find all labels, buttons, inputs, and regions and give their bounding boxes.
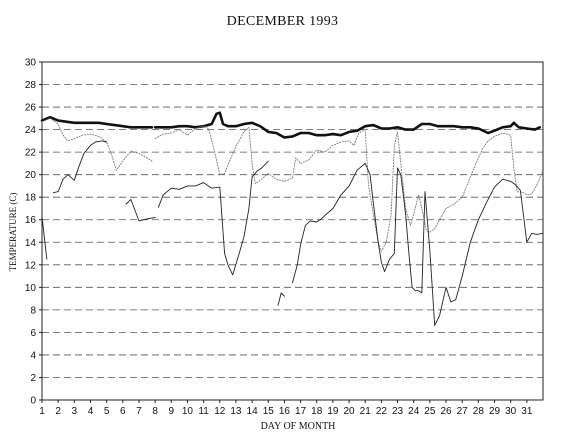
series-3-line-segment-4 (157, 160, 269, 276)
y-tick-label-8: 8 (30, 305, 36, 316)
x-tick-label-14: 14 (247, 406, 259, 417)
x-tick-label-20: 20 (344, 406, 356, 417)
x-tick-label-17: 17 (295, 406, 307, 417)
x-tick-label-7: 7 (136, 406, 142, 417)
y-tick-label-24: 24 (25, 125, 37, 136)
x-tick-label-25: 25 (424, 406, 436, 417)
x-tick-label-15: 15 (263, 406, 275, 417)
x-tick-label-16: 16 (279, 406, 291, 417)
x-tick-label-13: 13 (230, 406, 242, 417)
x-tick-label-12: 12 (214, 406, 226, 417)
plot-frame (41, 61, 544, 401)
x-tick-label-22: 22 (376, 406, 388, 417)
x-tick-label-6: 6 (120, 406, 126, 417)
series-3-line-segment-5 (277, 292, 285, 306)
y-tick-label-14: 14 (25, 238, 37, 249)
series-1-line-segment-1 (40, 115, 154, 129)
grid-layer (42, 84, 543, 378)
x-axis-label: DAY OF MONTH (261, 421, 336, 432)
series-3-line-segment-3 (125, 199, 156, 222)
y-tick-label-26: 26 (25, 103, 37, 114)
x-tick-label-9: 9 (169, 406, 175, 417)
series-1-line-segment-2 (153, 111, 542, 139)
x-tick-label-10: 10 (182, 406, 194, 417)
y-tick-label-4: 4 (30, 350, 36, 361)
x-tick-label-18: 18 (311, 406, 323, 417)
y-axis-label: TEMPERATURE (C) (8, 193, 18, 272)
y-tick-label-10: 10 (25, 283, 37, 294)
x-tick-label-23: 23 (392, 406, 404, 417)
series-layer (40, 111, 544, 327)
y-tick-label-2: 2 (30, 373, 36, 384)
y-tick-label-12: 12 (25, 260, 37, 271)
x-tick-label-11: 11 (198, 406, 209, 417)
y-tick-label-16: 16 (25, 215, 37, 226)
series-3-line-segment-6 (292, 162, 544, 327)
series-2-line-segment-1 (41, 117, 153, 171)
y-tick-label-0: 0 (30, 396, 36, 407)
x-tick-label-31: 31 (521, 406, 533, 417)
x-tick-label-1: 1 (39, 406, 45, 417)
x-tick-label-21: 21 (360, 406, 372, 417)
x-tick-label-27: 27 (457, 406, 469, 417)
x-tick-label-2: 2 (55, 406, 61, 417)
y-tick-label-6: 6 (30, 328, 36, 339)
series-2-line-segment-2 (154, 125, 544, 252)
x-tick-label-29: 29 (489, 406, 501, 417)
x-tick-label-8: 8 (152, 406, 158, 417)
y-tick-label-22: 22 (25, 148, 37, 159)
y-tick-label-20: 20 (25, 170, 37, 181)
y-tick-label-30: 30 (25, 58, 37, 69)
x-tick-label-4: 4 (88, 406, 94, 417)
series-3-line-segment-1 (41, 215, 48, 260)
x-tick-label-26: 26 (440, 406, 452, 417)
y-tick-label-18: 18 (25, 193, 37, 204)
x-tick-label-24: 24 (408, 406, 420, 417)
y-tick-label-28: 28 (25, 80, 37, 91)
x-tick-label-3: 3 (72, 406, 78, 417)
x-tick-label-19: 19 (327, 406, 339, 417)
axes-layer (41, 61, 544, 401)
chart-title: DECEMBER 1993 (226, 14, 339, 29)
series-3-line-segment-2 (52, 140, 108, 194)
x-tick-label-5: 5 (104, 406, 110, 417)
x-tick-label-30: 30 (505, 406, 517, 417)
x-tick-label-28: 28 (473, 406, 485, 417)
